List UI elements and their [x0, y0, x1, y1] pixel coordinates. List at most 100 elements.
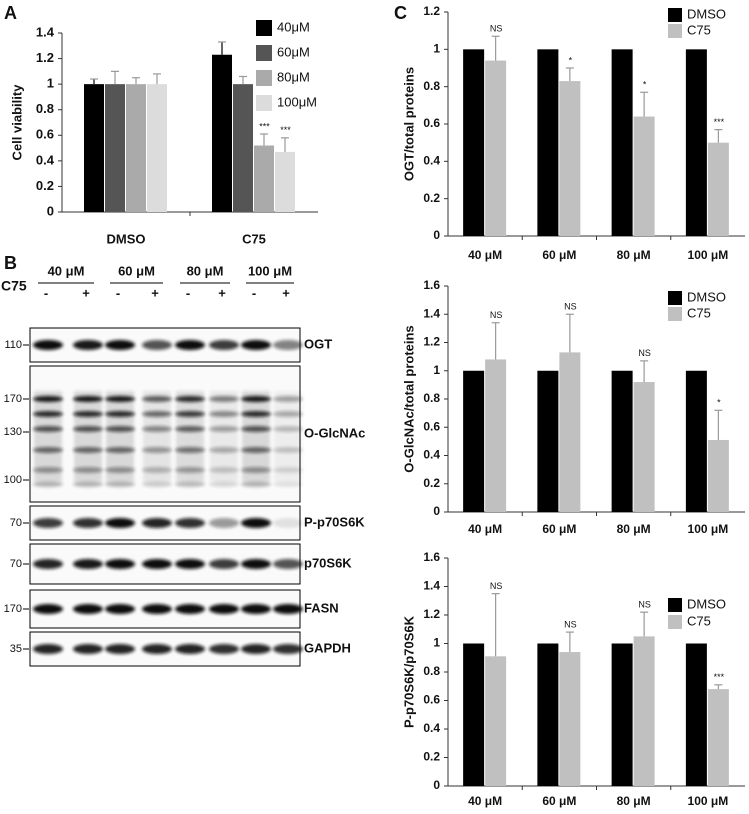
mw-marker: 170	[4, 393, 22, 405]
mw-marker: 70	[10, 517, 22, 529]
bar	[611, 643, 633, 786]
lane-sign: -	[252, 285, 256, 300]
x-tick-label: 80 μM	[617, 248, 651, 262]
y-axis-label: O-GlcNAc/total proteins	[401, 325, 416, 472]
y-axis-label: OGT/total proteins	[401, 67, 416, 181]
x-tick-label: 60 μM	[542, 522, 576, 536]
y-tick-label: 1.2	[423, 4, 440, 18]
annotation: NS	[564, 302, 577, 312]
bar	[537, 370, 559, 512]
annotation: NS	[490, 310, 503, 320]
blot-band	[105, 518, 135, 528]
bar	[633, 382, 655, 512]
blot-band	[142, 559, 172, 569]
legend-swatch	[256, 70, 272, 86]
bar	[685, 643, 707, 786]
y-tick-label: 1.4	[423, 306, 440, 320]
y-tick-label: 0.2	[423, 476, 440, 490]
bar	[463, 370, 485, 512]
blot-band	[33, 481, 63, 487]
blot-band	[73, 481, 103, 487]
legend-label: DMSO	[687, 289, 726, 304]
y-tick-label: 0.8	[423, 664, 440, 678]
x-tick-label: 100 μM	[688, 248, 729, 262]
legend-swatch	[256, 45, 272, 61]
blot-band	[175, 518, 205, 528]
row-label: O-GlcNAc	[304, 425, 365, 440]
blot-band	[209, 644, 239, 654]
bar	[254, 145, 274, 212]
bar	[463, 643, 485, 786]
error-bar	[111, 70, 119, 85]
bar	[84, 84, 104, 212]
blot-band	[73, 644, 103, 654]
y-tick-label: 0	[433, 228, 440, 242]
mw-marker: 100	[4, 474, 22, 486]
bar	[275, 151, 295, 212]
y-tick-label: 1.2	[423, 335, 440, 349]
legend-label: 60μM	[277, 44, 310, 59]
legend-label: C75	[687, 22, 711, 37]
smear	[74, 391, 102, 481]
legend-swatch	[668, 615, 682, 629]
error-bar	[239, 75, 247, 85]
blot-band	[175, 481, 205, 487]
blot-band	[33, 604, 63, 614]
blot-band	[33, 518, 63, 528]
y-tick-label: 0.2	[423, 191, 440, 205]
y-tick-label: 0.2	[423, 750, 440, 764]
blot-band	[142, 340, 172, 350]
row-label: OGT	[304, 336, 332, 351]
smear	[176, 391, 204, 481]
error-bar	[218, 41, 226, 55]
blot-band	[33, 340, 63, 350]
bar	[633, 116, 655, 236]
smear	[242, 391, 270, 481]
panel-label: C	[394, 3, 407, 23]
error-bar	[260, 133, 268, 146]
row-label: FASN	[304, 600, 339, 615]
x-tick-label: 80 μM	[617, 794, 651, 808]
y-tick-label: 0.6	[423, 116, 440, 130]
y-tick-label: 1	[433, 636, 440, 650]
blot-box	[29, 365, 303, 503]
x-tick-label: 100 μM	[688, 794, 729, 808]
y-tick-label: 0.6	[423, 419, 440, 433]
blot-band	[209, 481, 239, 487]
error-bar	[640, 91, 649, 117]
lane-sign: -	[186, 285, 190, 300]
legend-swatch	[668, 291, 682, 305]
y-tick-label: 1	[433, 42, 440, 56]
legend-label: 100μM	[277, 94, 317, 109]
annotation: *	[717, 398, 721, 408]
blot-band	[175, 644, 205, 654]
blot-band	[209, 559, 239, 569]
y-tick-label: 1.6	[423, 278, 440, 292]
smear	[34, 391, 62, 481]
blot-band	[241, 518, 271, 528]
x-tick-label: 100 μM	[688, 522, 729, 536]
y-tick-label: 1	[433, 363, 440, 377]
error-bar	[153, 73, 161, 85]
blot-band	[209, 340, 239, 350]
blot-band	[175, 559, 205, 569]
annotation: NS	[490, 581, 503, 591]
blot-band	[73, 340, 103, 350]
error-bar	[491, 35, 500, 61]
blot-band	[241, 604, 271, 614]
blot-band	[273, 340, 303, 350]
panel-label: B	[4, 253, 17, 273]
y-axis-label: P-p70S6K/p70S6K	[401, 615, 416, 728]
error-bar	[714, 684, 723, 690]
blot-box	[29, 327, 303, 363]
y-tick-label: 0.4	[423, 721, 440, 735]
dose-label: 80 μM	[187, 263, 224, 278]
blot-band	[241, 559, 271, 569]
dose-label: 100 μM	[248, 263, 292, 278]
legend-swatch	[256, 20, 272, 36]
blot-band	[33, 559, 63, 569]
y-tick-label: 0	[47, 203, 54, 218]
error-bar	[714, 409, 723, 440]
blot-band	[73, 604, 103, 614]
bar	[105, 84, 125, 212]
